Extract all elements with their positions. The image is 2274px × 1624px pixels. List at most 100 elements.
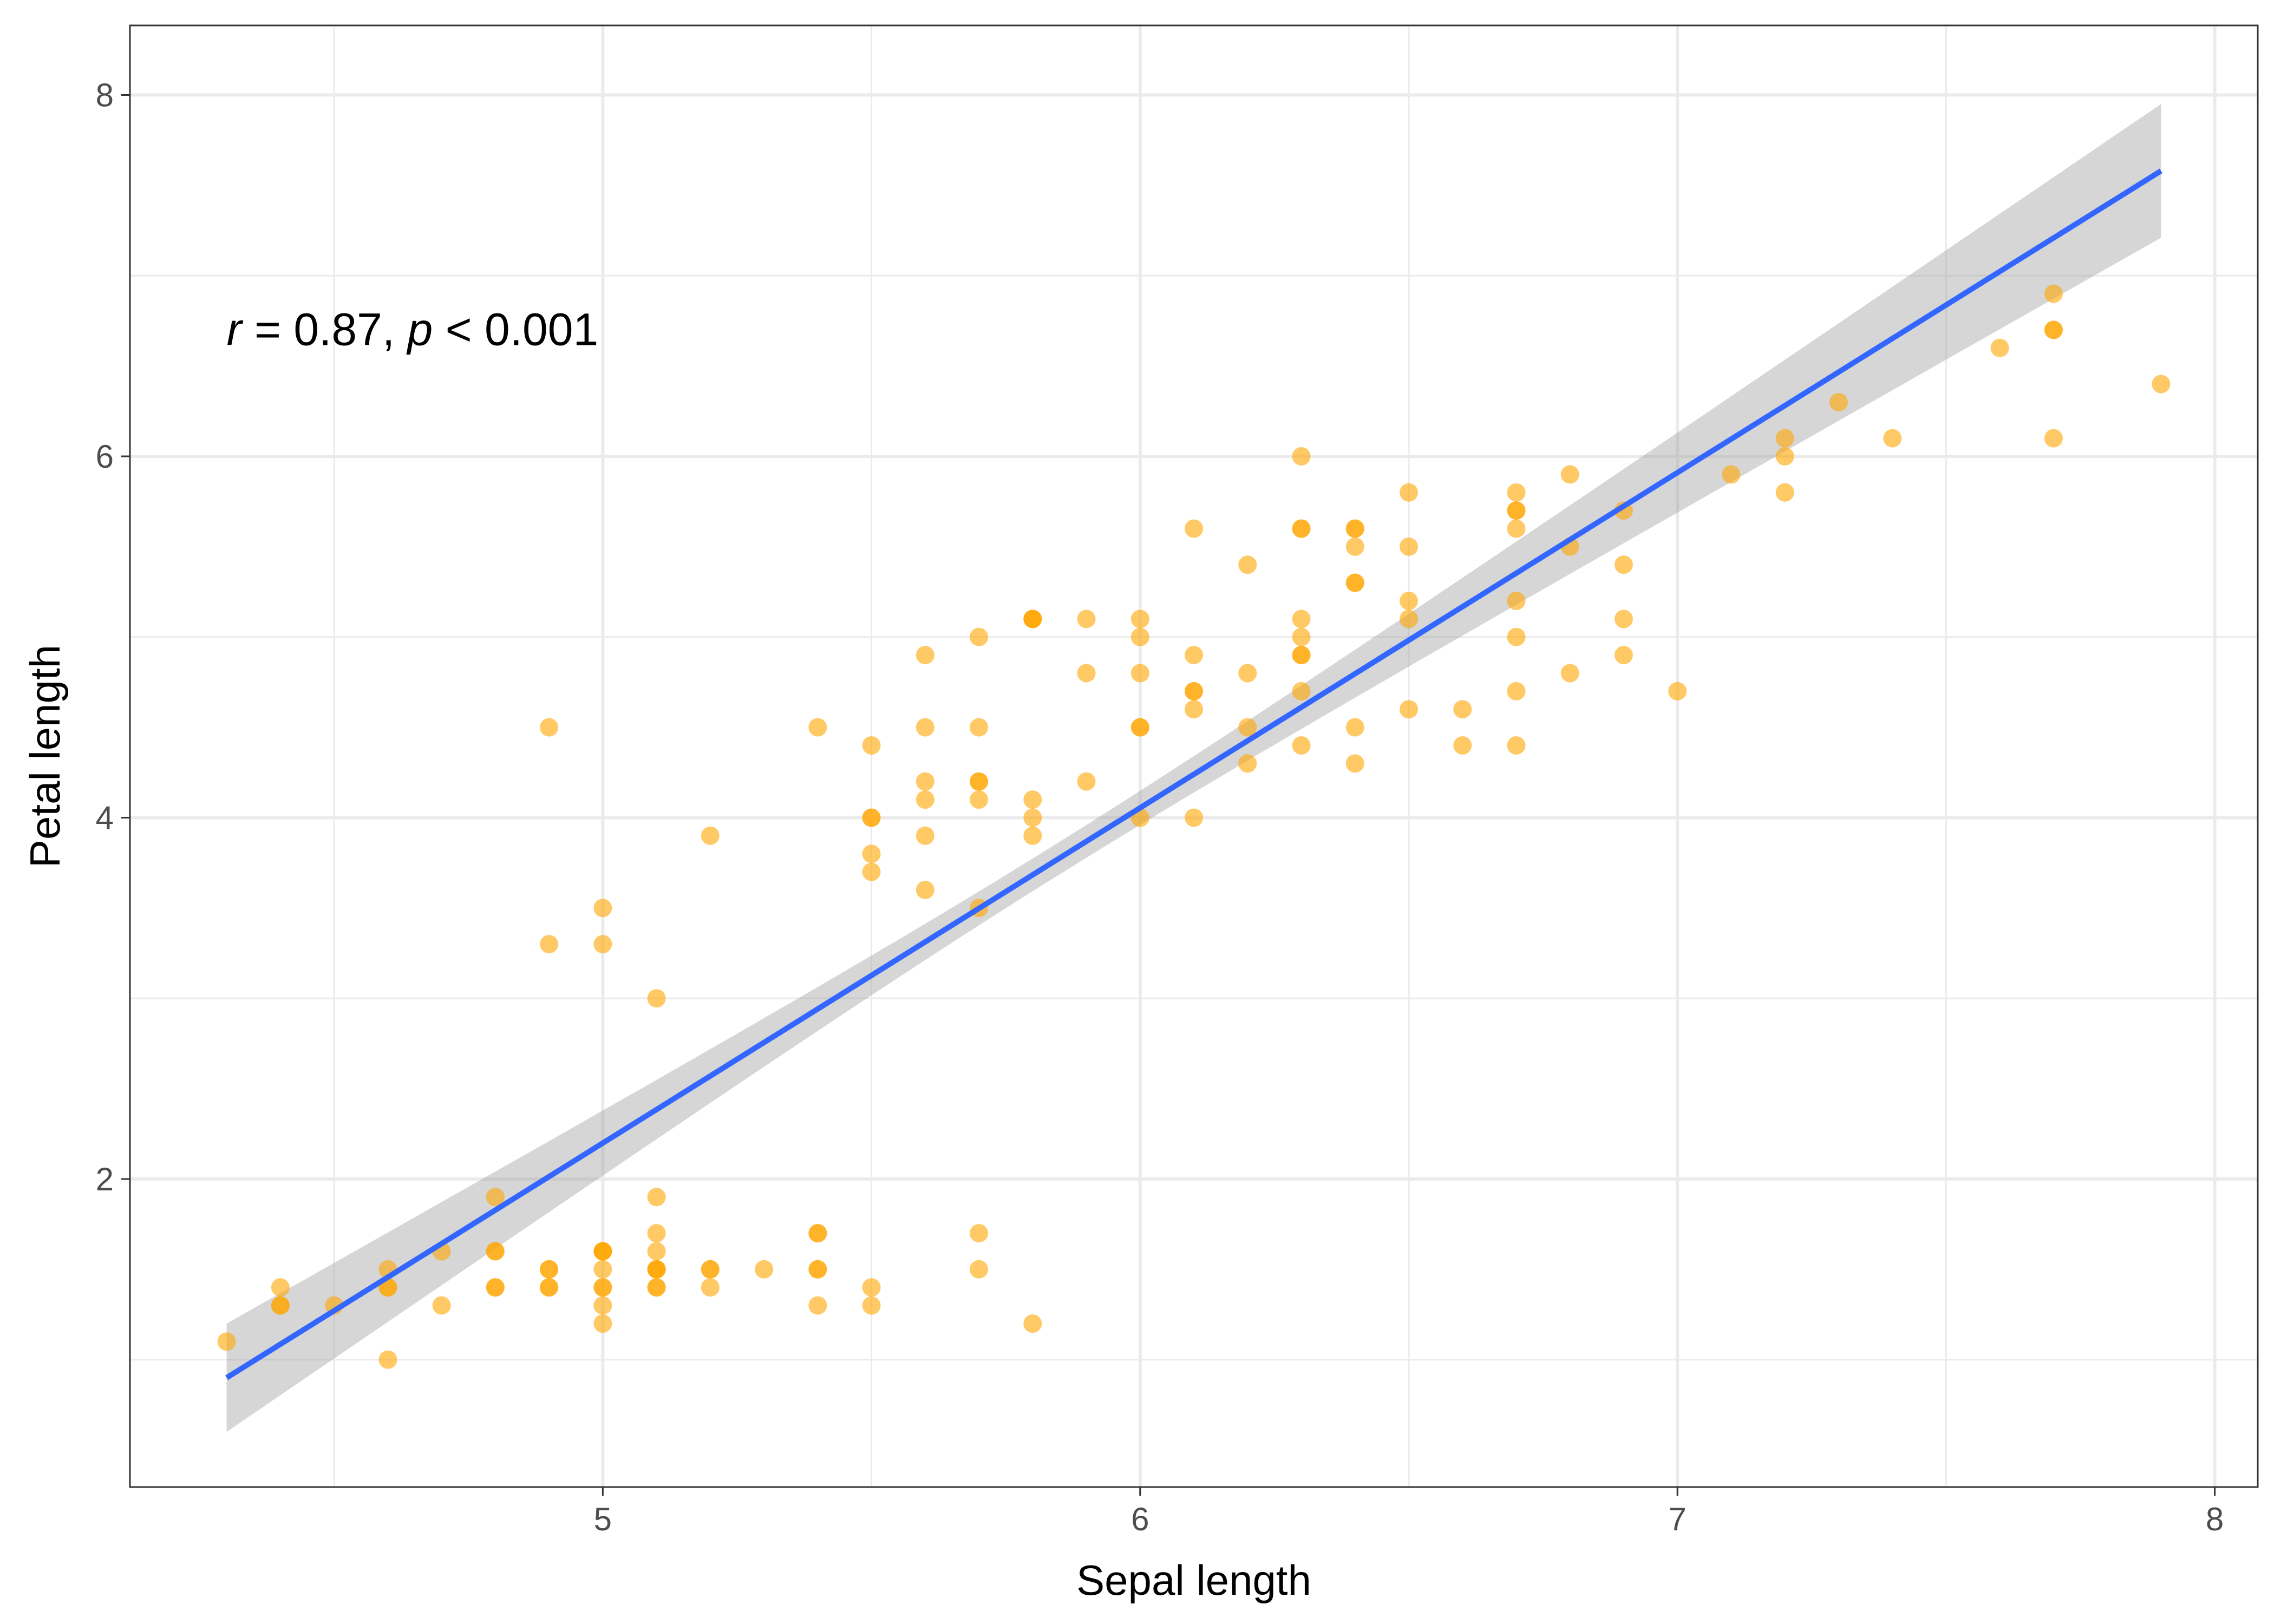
data-point [2044, 429, 2063, 448]
data-point [1400, 700, 1418, 719]
data-point [862, 736, 881, 755]
data-point [1453, 736, 1472, 755]
x-axis-title: Sepal length [1076, 1556, 1311, 1604]
data-point [1023, 790, 1042, 809]
data-point [1345, 573, 1364, 592]
data-point [1507, 736, 1526, 755]
data-point [1345, 718, 1364, 737]
data-point [1614, 555, 1633, 574]
data-point [1131, 627, 1149, 646]
data-point [1292, 646, 1311, 665]
data-point [862, 1296, 881, 1315]
data-point [970, 772, 988, 791]
data-point [916, 826, 935, 845]
data-point [1614, 610, 1633, 628]
x-axis-ticks: 5 6 7 8 [594, 1487, 2224, 1537]
data-point [970, 627, 988, 646]
data-point [1292, 682, 1311, 700]
data-point [1238, 718, 1257, 737]
y-tick-label: 2 [96, 1161, 114, 1197]
data-point [593, 1314, 612, 1333]
data-point [1292, 610, 1311, 628]
data-point [1023, 826, 1042, 845]
data-point [916, 718, 935, 737]
y-axis-ticks: 2 4 6 8 [96, 77, 130, 1197]
data-point [1131, 718, 1149, 737]
data-point [916, 646, 935, 665]
x-tick-label: 7 [1668, 1501, 1686, 1537]
data-point [593, 899, 612, 918]
data-point [1829, 392, 1848, 411]
data-point [2044, 284, 2063, 303]
data-point [1775, 429, 1794, 448]
data-point [647, 1242, 666, 1261]
data-point [862, 862, 881, 881]
data-point [2044, 320, 2063, 339]
data-point [1131, 664, 1149, 683]
data-point [1775, 447, 1794, 466]
data-point [1614, 646, 1633, 665]
minor-gridlines [130, 25, 2258, 1487]
data-point [271, 1278, 290, 1297]
data-point [1238, 555, 1257, 574]
data-point [1507, 483, 1526, 502]
data-point [378, 1350, 397, 1369]
data-point [916, 772, 935, 791]
data-point [1668, 682, 1687, 700]
p-symbol: p [406, 304, 433, 355]
data-point [593, 935, 612, 954]
data-point [593, 1278, 612, 1297]
data-point [540, 935, 559, 954]
data-point [271, 1296, 290, 1315]
y-tick-label: 6 [96, 438, 114, 475]
data-point [647, 1278, 666, 1297]
data-point [486, 1278, 505, 1297]
data-point [970, 1260, 988, 1279]
data-point [1185, 700, 1203, 719]
data-point [1400, 483, 1418, 502]
data-point [1185, 808, 1203, 827]
data-point [1292, 627, 1311, 646]
data-point [1883, 429, 1902, 448]
data-point [1507, 627, 1526, 646]
data-point [701, 1278, 720, 1297]
data-point [217, 1332, 236, 1351]
regression-line [225, 168, 2163, 1380]
data-point [2152, 375, 2171, 394]
data-point [1507, 682, 1526, 700]
data-point [1345, 519, 1364, 538]
data-point [808, 718, 827, 737]
data-point [1990, 338, 2009, 357]
data-point [486, 1188, 505, 1207]
data-point [432, 1296, 451, 1315]
data-point [486, 1242, 505, 1261]
data-point [1345, 754, 1364, 773]
y-tick-label: 4 [96, 800, 114, 836]
data-point [1345, 537, 1364, 556]
data-point [862, 808, 881, 827]
data-point [647, 1260, 666, 1279]
data-point [1453, 700, 1472, 719]
data-point [1131, 610, 1149, 628]
data-point [701, 1260, 720, 1279]
data-point [593, 1296, 612, 1315]
data-point [1400, 610, 1418, 628]
data-point [1077, 772, 1096, 791]
data-point [862, 844, 881, 863]
data-point [755, 1260, 774, 1279]
data-point [1292, 736, 1311, 755]
data-point [970, 790, 988, 809]
data-point [970, 1224, 988, 1243]
p-value: < 0.001 [433, 304, 598, 355]
data-point [1400, 592, 1418, 610]
data-point [593, 1242, 612, 1261]
data-point [647, 989, 666, 1008]
data-point [1560, 664, 1579, 683]
data-point [647, 1188, 666, 1207]
r-symbol: r [227, 304, 244, 355]
data-point [1185, 682, 1203, 700]
data-point [1507, 592, 1526, 610]
data-point [1077, 664, 1096, 683]
